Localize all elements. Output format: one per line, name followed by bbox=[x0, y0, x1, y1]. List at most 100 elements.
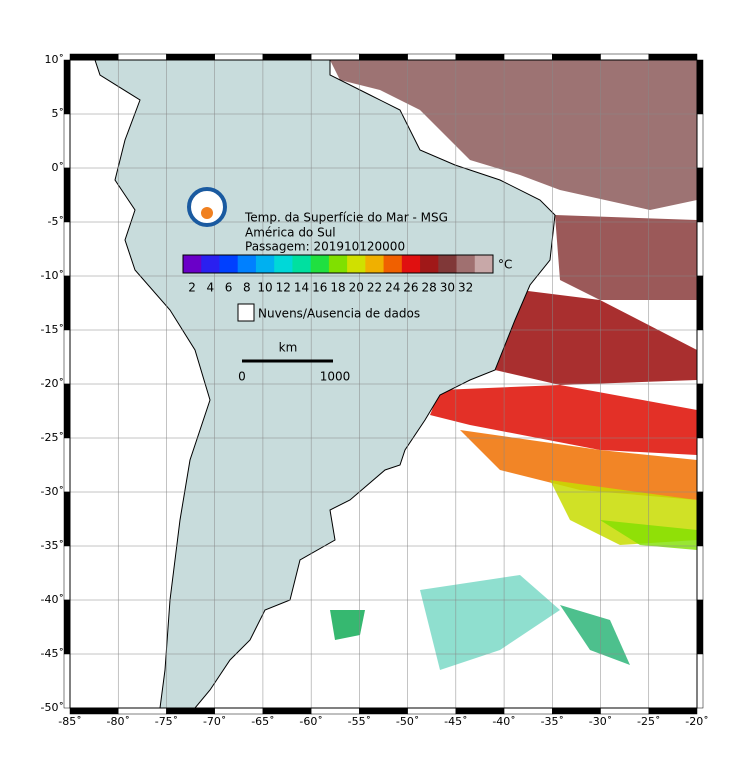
frame-segment bbox=[359, 53, 408, 61]
colorbar-tick-label: 16 bbox=[312, 281, 327, 295]
colorbar-tick-label: 22 bbox=[367, 281, 382, 295]
colorbar-border bbox=[182, 254, 494, 274]
scale-tick: 0 bbox=[238, 370, 246, 384]
colorbar-cell bbox=[383, 255, 403, 273]
colorbar-tick-label: 26 bbox=[403, 281, 418, 295]
frame-segment bbox=[359, 707, 408, 715]
lat-tick-label: -50˚ bbox=[41, 701, 64, 714]
frame-segment bbox=[166, 707, 215, 715]
colorbar-tick-label: 10 bbox=[257, 281, 272, 295]
frame-segment bbox=[552, 707, 601, 715]
lon-tick-label: -85˚ bbox=[58, 715, 81, 728]
frame-segment bbox=[696, 167, 704, 223]
frame-segment bbox=[648, 707, 698, 715]
lon-tick-label: -55˚ bbox=[348, 715, 371, 728]
lon-tick-label: -20˚ bbox=[685, 715, 708, 728]
frame-segment bbox=[696, 113, 704, 169]
lat-tick-label: -30˚ bbox=[41, 485, 64, 498]
colorbar: 2 4 6 8 10 12 14 16 18 20 22 24 26 28 30 32 bbox=[182, 254, 494, 295]
colorbar-unit: °C bbox=[498, 258, 512, 272]
legend-pass: Passagem: 201910120000 bbox=[245, 240, 405, 254]
colorbar-cell bbox=[237, 255, 257, 273]
frame-segment bbox=[696, 545, 704, 601]
lat-tick-label: 0˚ bbox=[52, 161, 65, 174]
lon-tick-label: -35˚ bbox=[541, 715, 564, 728]
frame-segment bbox=[696, 437, 704, 493]
frame-segment bbox=[63, 653, 71, 709]
colorbar-cell bbox=[201, 255, 220, 273]
lat-tick-label: -45˚ bbox=[41, 647, 64, 660]
colorbar-tick-label: 12 bbox=[276, 281, 291, 295]
frame-segment bbox=[503, 707, 553, 715]
scale-tick: 1000 bbox=[320, 370, 351, 384]
lon-tick-label: -80˚ bbox=[106, 715, 129, 728]
frame-segment bbox=[262, 53, 312, 61]
frame-segment bbox=[455, 53, 505, 61]
frame-segment bbox=[69, 53, 119, 61]
frame-segment bbox=[696, 599, 704, 655]
lat-tick-label: 10˚ bbox=[45, 53, 65, 66]
lon-tick-label: -30˚ bbox=[589, 715, 612, 728]
frame-segment bbox=[63, 275, 71, 331]
frame-segment bbox=[696, 653, 704, 709]
colorbar-cell bbox=[183, 255, 202, 273]
frame-segment bbox=[63, 221, 71, 277]
legend: Temp. da Superfície do Mar - MSG América… bbox=[182, 187, 512, 384]
lon-tick-label: -70˚ bbox=[203, 715, 226, 728]
frame-segment bbox=[63, 113, 71, 169]
frame-segment bbox=[503, 53, 553, 61]
lon-tick-label: -60˚ bbox=[299, 715, 322, 728]
frame-segment bbox=[648, 53, 698, 61]
frame-segment bbox=[63, 545, 71, 601]
lat-tick-label: -15˚ bbox=[41, 323, 64, 336]
colorbar-cell bbox=[328, 255, 348, 273]
frame-segment bbox=[63, 437, 71, 493]
frame-segment bbox=[696, 383, 704, 439]
lon-tick-label: -50˚ bbox=[396, 715, 419, 728]
map-frame bbox=[63, 53, 704, 715]
cloud-label: Nuvens/Ausencia de dados bbox=[258, 307, 420, 321]
colorbar-cell bbox=[420, 255, 439, 273]
frame-segment bbox=[117, 53, 167, 61]
colorbar-tick-label: 32 bbox=[458, 281, 473, 295]
colorbar-tick-label: 30 bbox=[440, 281, 455, 295]
frame-segment bbox=[407, 53, 457, 61]
colorbar-cell bbox=[255, 255, 275, 273]
colorbar-tick-label: 8 bbox=[243, 281, 251, 295]
sst-data bbox=[330, 60, 697, 670]
lon-tick-label: -40˚ bbox=[492, 715, 515, 728]
frame-segment bbox=[310, 53, 360, 61]
frame-segment bbox=[63, 167, 71, 223]
lat-tick-label: -5˚ bbox=[48, 215, 64, 228]
colorbar-cell bbox=[347, 255, 366, 273]
frame-segment bbox=[696, 491, 704, 547]
colorbar-cell bbox=[292, 255, 312, 273]
frame-segment bbox=[262, 707, 312, 715]
lon-tick-label: -45˚ bbox=[444, 715, 467, 728]
frame-segment bbox=[310, 707, 360, 715]
lon-tick-label: -25˚ bbox=[637, 715, 660, 728]
colorbar-cell bbox=[474, 255, 494, 273]
frame-segment bbox=[696, 221, 704, 277]
frame-segment bbox=[552, 53, 601, 61]
scale-unit: km bbox=[279, 341, 298, 355]
lat-tick-label: -10˚ bbox=[41, 269, 64, 282]
colorbar-tick-label: 18 bbox=[330, 281, 345, 295]
frame-segment bbox=[214, 53, 264, 61]
frame-border bbox=[69, 59, 698, 709]
colorbar-tick-label: 20 bbox=[349, 281, 364, 295]
frame-segment bbox=[600, 53, 650, 61]
frame-segment bbox=[600, 707, 650, 715]
lat-tick-label: -20˚ bbox=[41, 377, 64, 390]
colorbar-cell bbox=[274, 255, 293, 273]
lat-tick-label: -25˚ bbox=[41, 431, 64, 444]
frame-segment bbox=[63, 491, 71, 547]
colorbar-tick-label: 6 bbox=[225, 281, 233, 295]
legend-subtitle: América do Sul bbox=[245, 226, 336, 240]
cloud-swatch bbox=[237, 303, 255, 322]
colorbar-tick-label: 4 bbox=[207, 281, 215, 295]
frame-segment bbox=[696, 329, 704, 385]
frame-segment bbox=[63, 329, 71, 385]
colorbar-tick-label: 14 bbox=[294, 281, 309, 295]
